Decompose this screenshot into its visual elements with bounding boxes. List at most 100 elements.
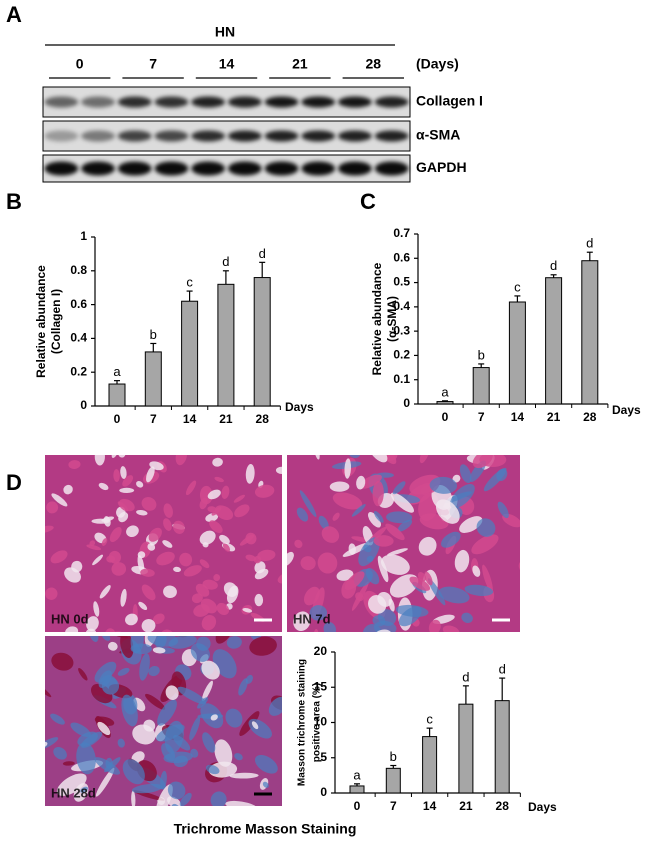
tissue-feature — [329, 481, 350, 492]
tissue-feature — [165, 685, 179, 701]
tissue-feature — [99, 585, 111, 599]
tissue-feature — [225, 800, 258, 806]
tissue-feature — [101, 538, 108, 546]
y-axis-label: (Collagen I) — [49, 289, 63, 354]
tissue-feature — [105, 628, 116, 632]
tissue-feature — [215, 636, 236, 644]
tissue-feature — [122, 437, 137, 454]
x-tick-label: 7 — [150, 412, 157, 426]
y-axis-label: (α-SMA) — [385, 296, 399, 342]
tissue-feature — [254, 568, 269, 580]
x-tick-label: 0 — [114, 412, 121, 426]
annotation: a — [353, 767, 361, 782]
x-axis-label: Days — [612, 403, 641, 417]
tissue-feature — [51, 652, 74, 671]
tissue-feature — [418, 536, 437, 556]
tissue-feature — [219, 534, 230, 544]
tissue-feature — [216, 602, 230, 616]
tissue-feature — [205, 513, 219, 522]
x-tick-label: 14 — [183, 412, 197, 426]
day-label: 7 — [149, 56, 157, 72]
y-tick-label: 0.4 — [393, 299, 410, 313]
tissue-feature — [318, 515, 329, 530]
blot-row-label: GAPDH — [416, 159, 467, 175]
x-tick-label: 21 — [219, 412, 233, 426]
tissue-feature — [45, 741, 48, 748]
blot-band — [154, 96, 189, 108]
tissue-feature — [68, 460, 81, 469]
tissue-feature — [214, 739, 233, 767]
blot-band — [264, 130, 299, 142]
tissue-feature — [163, 751, 193, 764]
tissue-feature — [368, 455, 388, 463]
tissue-feature — [108, 550, 122, 564]
tissue-feature — [141, 619, 156, 632]
tissue-feature — [140, 568, 155, 577]
tissue-feature — [88, 636, 99, 642]
tissue-feature — [438, 586, 470, 604]
tissue-feature — [147, 636, 179, 647]
tissue-feature — [299, 490, 317, 517]
tissue-feature — [202, 732, 216, 753]
tissue-feature — [120, 588, 127, 607]
tissue-feature — [459, 516, 483, 533]
y-tick-label: 0.6 — [393, 250, 410, 264]
tissue-feature — [344, 458, 352, 479]
tissue-feature — [107, 641, 118, 651]
blot-band — [191, 130, 226, 142]
blot-band — [374, 130, 409, 142]
tissue-feature — [118, 455, 126, 458]
tissue-feature — [377, 591, 392, 607]
y-tick-label: 5 — [320, 750, 327, 764]
tissue-feature — [397, 639, 409, 652]
y-tick-label: 0.2 — [393, 348, 410, 362]
blot-band — [81, 161, 115, 176]
tissue-feature — [125, 438, 140, 453]
blot-band — [44, 96, 79, 108]
y-tick-label: 20 — [314, 644, 328, 658]
tissue-feature — [130, 636, 144, 654]
tissue-feature — [191, 593, 203, 604]
group-label: HN — [215, 24, 235, 40]
bar — [422, 736, 438, 794]
histology-image: HN 7d — [287, 417, 520, 652]
bar — [385, 767, 401, 794]
tissue-feature — [476, 518, 496, 537]
blot-band — [227, 161, 262, 176]
tissue-feature — [51, 493, 68, 507]
tissue-feature — [376, 417, 410, 455]
image-label: HN 0d — [51, 611, 89, 626]
x-tick-label: 21 — [547, 410, 561, 424]
bar — [458, 703, 474, 794]
tissue-feature — [164, 720, 184, 754]
y-tick-label: 15 — [314, 679, 328, 693]
tissue-feature — [225, 708, 243, 728]
tissue-feature — [76, 742, 96, 775]
day-label: 28 — [366, 56, 382, 72]
tissue-feature — [53, 746, 67, 760]
tissue-feature — [152, 613, 165, 624]
tissue-feature — [419, 455, 431, 464]
tissue-feature — [46, 501, 59, 514]
y-tick-label: 0 — [403, 396, 410, 410]
tissue-feature — [226, 636, 242, 649]
y-tick-label: 0.4 — [70, 331, 87, 345]
tissue-feature — [185, 480, 197, 496]
tissue-feature — [182, 428, 197, 449]
x-tick-label: 0 — [354, 799, 361, 813]
tissue-feature — [221, 485, 230, 500]
panel-label: B — [6, 189, 22, 214]
tissue-feature — [175, 455, 188, 466]
tissue-feature — [336, 569, 354, 581]
tissue-feature — [120, 636, 134, 659]
y-tick-label: 0.3 — [393, 323, 410, 337]
annotation: d — [462, 669, 469, 684]
tissue-feature — [201, 680, 213, 702]
tissue-feature — [254, 484, 275, 498]
blot-band — [264, 96, 299, 108]
tissue-feature — [214, 505, 234, 520]
bar — [508, 301, 526, 405]
tissue-feature — [449, 483, 475, 509]
tissue-feature — [482, 564, 493, 593]
